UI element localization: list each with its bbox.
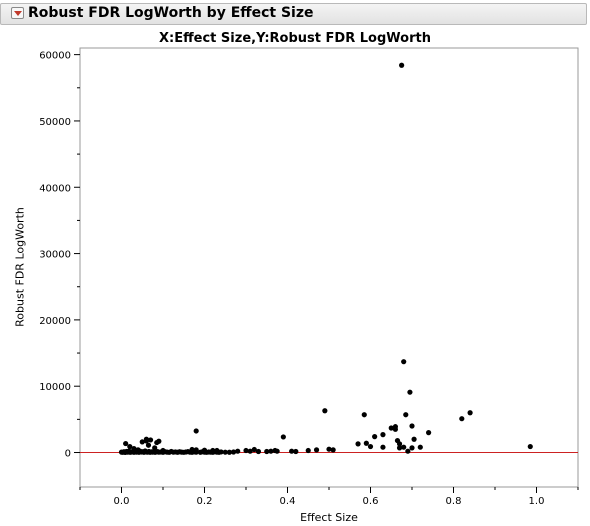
data-point — [160, 447, 166, 454]
data-point — [145, 442, 152, 448]
data-point — [527, 443, 533, 450]
data-point — [330, 447, 336, 453]
data-point — [268, 448, 274, 454]
data-point — [255, 448, 262, 455]
data-point — [322, 408, 328, 414]
y-tick-label: 30000 — [39, 250, 71, 261]
data-point — [403, 412, 409, 418]
data-point — [127, 443, 133, 450]
data-point — [363, 440, 369, 446]
data-point — [367, 443, 374, 450]
y-tick-label: 50000 — [39, 117, 71, 128]
y-tick-label: 10000 — [39, 382, 71, 393]
data-point — [189, 446, 195, 453]
data-point — [226, 449, 232, 455]
y-tick-label: 40000 — [39, 183, 71, 194]
data-point — [355, 441, 361, 447]
data-point — [293, 448, 299, 455]
data-point — [251, 446, 257, 453]
data-point — [361, 412, 367, 418]
data-point — [143, 436, 149, 442]
data-point — [388, 425, 394, 431]
x-tick-label: 1.0 — [529, 496, 545, 507]
chart-title: X:Effect Size,Y:Robust FDR LogWorth — [159, 31, 431, 46]
x-axis-label: Effect Size — [300, 511, 358, 524]
data-point — [139, 439, 145, 445]
data-point — [210, 447, 216, 454]
x-tick-label: 0.0 — [114, 496, 130, 507]
disclosure-triangle-icon[interactable] — [11, 7, 24, 19]
data-point — [156, 438, 162, 444]
x-tick-label: 0.6 — [363, 496, 379, 507]
data-point — [399, 62, 405, 68]
y-tick-label: 60000 — [39, 51, 71, 62]
data-point — [396, 445, 403, 451]
data-point — [372, 434, 378, 440]
data-point — [264, 448, 270, 455]
data-point — [313, 447, 320, 453]
panel-title: Robust FDR LogWorth by Effect Size — [28, 5, 314, 21]
data-point — [123, 440, 129, 447]
x-tick-label: 0.2 — [197, 496, 213, 507]
data-point — [235, 448, 241, 454]
data-point — [289, 448, 295, 454]
data-point — [193, 428, 199, 434]
data-point — [380, 432, 386, 438]
x-tick-label: 0.8 — [446, 496, 462, 507]
data-point — [305, 447, 311, 454]
data-point — [243, 447, 249, 454]
data-point — [409, 423, 415, 429]
y-axis-label: Robust FDR LogWorth — [13, 207, 27, 327]
x-tick-label: 0.4 — [280, 496, 296, 507]
data-point — [247, 448, 253, 454]
data-point — [411, 436, 417, 442]
data-point — [201, 447, 208, 453]
data-point — [459, 416, 465, 422]
plot-frame — [79, 47, 579, 488]
data-point — [396, 441, 403, 447]
data-point — [426, 430, 432, 436]
outline-header — [0, 3, 587, 25]
data-point — [280, 434, 286, 440]
y-tick-label: 0 — [65, 449, 71, 460]
data-point — [401, 444, 407, 450]
data-point — [193, 447, 199, 453]
data-point — [326, 446, 332, 452]
y-tick-label: 20000 — [39, 316, 71, 327]
data-point — [392, 424, 398, 430]
data-point — [230, 449, 237, 455]
data-point — [222, 449, 228, 455]
data-point — [135, 447, 141, 453]
data-point — [218, 449, 224, 455]
data-point — [147, 437, 154, 443]
data-point — [417, 444, 423, 450]
data-point — [407, 389, 413, 395]
data-point — [380, 444, 386, 450]
data-point — [409, 445, 415, 451]
data-point — [405, 448, 411, 454]
data-point — [401, 359, 407, 365]
data-point — [467, 410, 473, 416]
data-point — [214, 447, 220, 454]
data-point — [274, 448, 280, 454]
data-point — [152, 445, 158, 451]
data-point — [131, 445, 137, 452]
